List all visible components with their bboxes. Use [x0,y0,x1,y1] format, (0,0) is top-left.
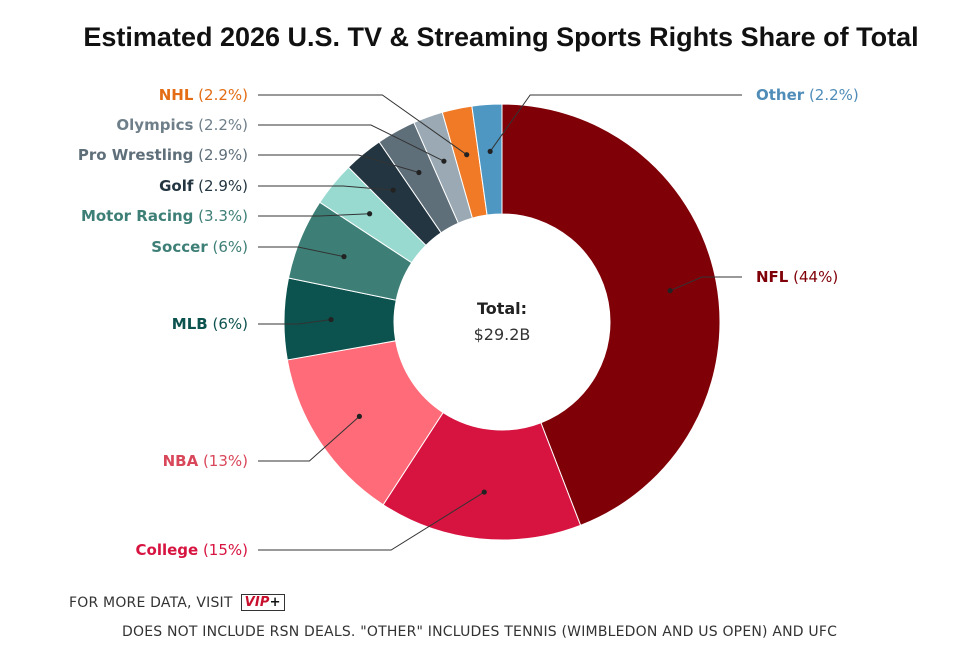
leader-dot-nhl [464,152,470,158]
leader-line-nhl [258,94,467,156]
label-name: Olympics [116,116,193,134]
leader-line-olympics [258,124,445,162]
leader-line-golf [258,185,394,191]
more-data-text: FOR MORE DATA, VISIT [69,594,233,611]
label-percent: (2.9%) [193,177,248,195]
label-percent: (44%) [788,268,838,286]
label-golf: Golf (2.9%) [159,177,248,195]
leader-dot-soccer [341,254,347,260]
label-name: NBA [163,452,199,470]
label-name: Pro Wrestling [78,146,194,164]
label-other: Other (2.2%) [756,86,859,104]
leader-dot-other [487,148,493,155]
leader-line-nba [258,415,360,462]
label-name: Golf [159,177,194,195]
label-mlb: MLB (6%) [172,315,248,333]
label-percent: (6%) [208,238,248,256]
label-college: College (15%) [136,541,249,559]
leader-line-pro-wrestling [258,154,420,174]
leader-dot-pro-wrestling [416,169,422,176]
label-percent: (15%) [198,541,248,559]
label-percent: (2.2%) [193,86,248,104]
label-percent: (13%) [198,452,248,470]
slice-nfl[interactable] [501,103,721,526]
center-total-value: $29.2B [474,325,531,344]
center-total-label: Total: [477,299,527,318]
label-motor-racing: Motor Racing (3.3%) [81,207,248,225]
label-name: College [136,541,199,559]
label-nhl: NHL (2.2%) [159,86,248,104]
label-name: Other [756,86,805,104]
leader-line-mlb [258,319,332,325]
label-percent: (2.9%) [193,146,248,164]
label-name: NFL [756,268,789,286]
leader-line-nfl [669,276,742,292]
more-data-note: FOR MORE DATA, VISIT VIP+ [69,594,285,611]
label-soccer: Soccer (6%) [151,238,248,256]
chart-title: Estimated 2026 U.S. TV & Streaming Sport… [83,22,919,52]
label-name: MLB [172,315,208,333]
label-percent: (2.2%) [193,116,248,134]
slice-other[interactable] [471,103,503,216]
label-name: NHL [159,86,194,104]
label-name: Motor Racing [81,207,193,225]
leader-line-soccer [258,246,345,258]
vip-plus-logo[interactable]: VIP+ [240,594,285,611]
leader-dot-olympics [441,158,447,164]
vip-plus-sign: + [269,595,281,610]
label-nba: NBA (13%) [163,452,248,470]
label-pro-wrestling: Pro Wrestling (2.9%) [78,146,248,164]
leader-dot-nba [356,413,362,419]
label-percent: (6%) [208,315,248,333]
label-percent: (3.3%) [193,207,248,225]
slice-college[interactable] [382,411,582,541]
label-percent: (2.2%) [804,86,859,104]
label-name: Soccer [151,238,208,256]
label-olympics: Olympics (2.2%) [116,116,248,134]
vip-text: VIP [244,595,270,610]
footnote: DOES NOT INCLUDE RSN DEALS. "OTHER" INCL… [122,624,838,640]
leader-dot-nfl [667,288,673,294]
leader-line-college [258,491,485,551]
leader-dot-college [481,489,487,495]
leader-dot-motor-racing [367,211,373,217]
leader-line-motor-racing [258,213,370,217]
leader-line-other [489,94,742,152]
leader-dot-golf [390,187,396,193]
label-nfl: NFL (44%) [756,268,838,286]
leader-dot-mlb [328,316,334,323]
